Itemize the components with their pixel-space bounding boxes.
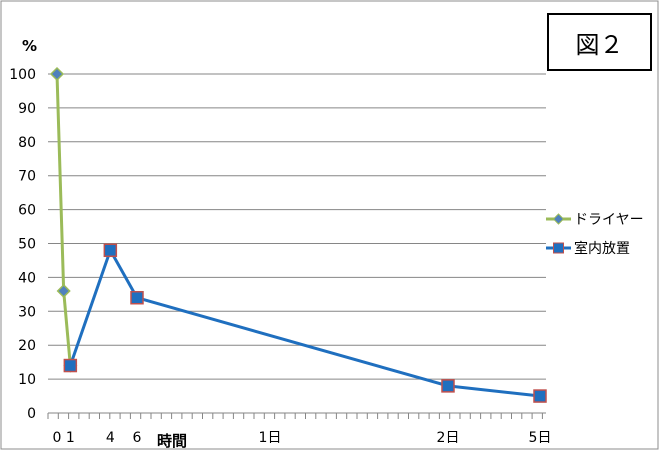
- y-tick-label: 90: [18, 101, 36, 117]
- y-tick-label: 0: [27, 406, 36, 422]
- y-tick-label: 30: [18, 304, 36, 320]
- x-tick-label: 1日: [259, 430, 282, 446]
- data-point: [56, 283, 71, 299]
- y-tick-label: 10: [18, 372, 36, 388]
- x-tick-label: 1: [66, 430, 75, 446]
- x-tick-label: 4: [106, 430, 115, 446]
- y-tick-label: 60: [18, 203, 36, 219]
- legend-label: ドライヤー: [574, 212, 644, 228]
- data-point: [49, 66, 65, 82]
- legend-marker: [553, 242, 564, 254]
- figure-label-box: 図２: [547, 13, 652, 71]
- y-tick-label: 80: [18, 135, 36, 151]
- x-axis-unit-label: 時間: [157, 432, 187, 450]
- y-axis-unit-label: %: [22, 37, 37, 55]
- y-tick-label: 100: [9, 67, 36, 83]
- data-point: [533, 389, 547, 403]
- y-tick-label: 70: [18, 169, 36, 185]
- x-tick-label: 5日: [529, 430, 552, 446]
- y-tick-label: 40: [18, 270, 36, 286]
- y-tick-label: 20: [18, 338, 36, 354]
- gridlines: [48, 73, 546, 380]
- x-tick-label: 0: [53, 430, 62, 446]
- legend-label: 室内放置: [574, 240, 630, 257]
- series-lines: [49, 66, 547, 403]
- data-point: [63, 358, 78, 373]
- legend-marker: [552, 213, 565, 225]
- y-tick-label: 50: [18, 237, 36, 253]
- data-point: [441, 379, 455, 393]
- figure-label: 図２: [575, 30, 624, 59]
- data-point: [103, 243, 118, 258]
- data-point: [130, 290, 144, 305]
- x-tick-label: 2日: [437, 430, 460, 446]
- x-tick-label: 6: [133, 430, 142, 446]
